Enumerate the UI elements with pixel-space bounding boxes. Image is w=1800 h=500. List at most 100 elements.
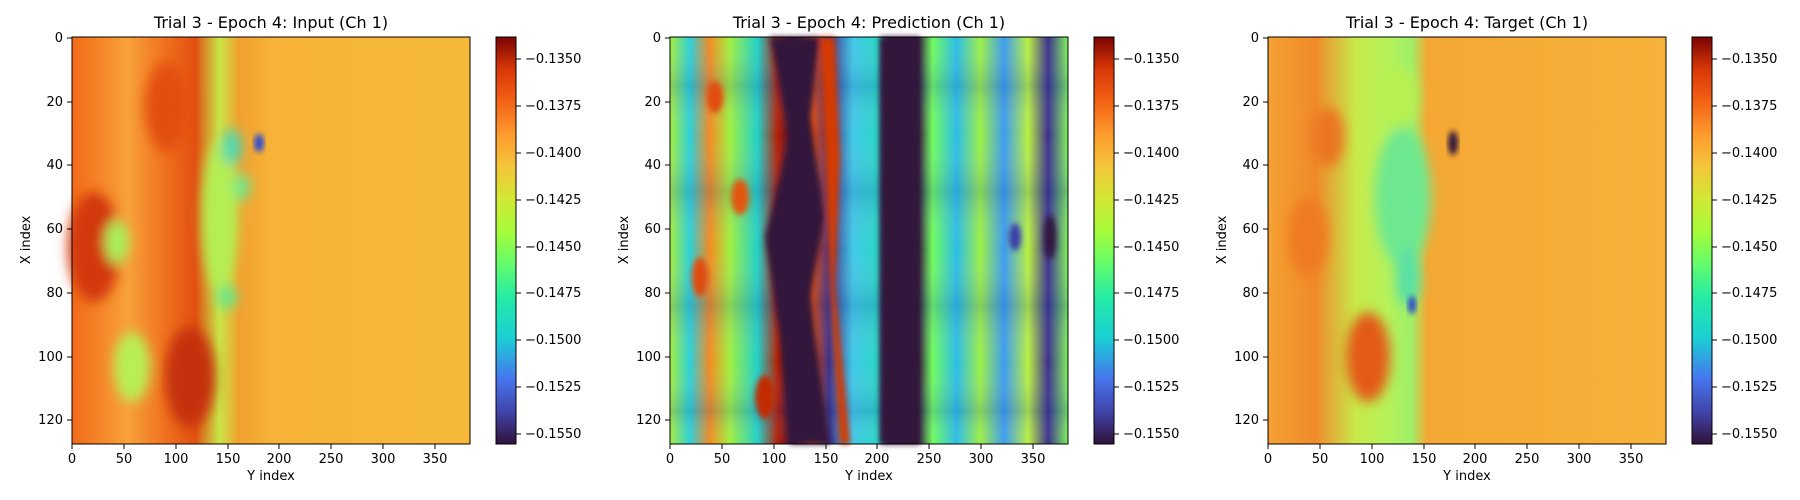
colorbar-tick-label: −0.1425 <box>1123 193 1179 208</box>
y-ticks: 0 20 40 60 80 100 120 <box>38 31 72 428</box>
y-axis-label: X index <box>19 215 34 264</box>
x-ticks: 0 50 100 150 200 250 300 350 <box>1264 444 1644 467</box>
colorbar-tick-label: −0.1425 <box>1721 193 1777 208</box>
colorbar-tick-label: −0.1500 <box>1721 333 1777 348</box>
colorbar-target: −0.1350 −0.1375 −0.1400 −0.1425 −0.1450 … <box>1692 37 1777 444</box>
x-tick-label: 0 <box>666 452 674 467</box>
colorbar-tick-label: −0.1375 <box>1721 99 1777 114</box>
colorbar-tick-label: −0.1500 <box>1123 333 1179 348</box>
x-tick-label: 50 <box>1312 452 1329 467</box>
y-tick-label: 20 <box>1242 95 1259 110</box>
y-tick-label: 20 <box>46 95 63 110</box>
colorbar-tick-label: −0.1525 <box>1721 380 1777 395</box>
y-tick-label: 80 <box>644 286 661 301</box>
heatmap-image <box>68 37 470 444</box>
y-tick-label: 80 <box>46 286 63 301</box>
x-axis-label: Y index <box>1442 469 1491 484</box>
y-axis-label: X index <box>1215 215 1230 264</box>
colorbar-tick-label: −0.1525 <box>525 380 581 395</box>
x-tick-label: 0 <box>68 452 76 467</box>
y-tick-label: 20 <box>644 95 661 110</box>
colorbar-tick-label: −0.1450 <box>525 240 581 255</box>
y-tick-label: 100 <box>1234 350 1259 365</box>
y-tick-label: 120 <box>1234 413 1259 428</box>
x-tick-label: 100 <box>762 452 787 467</box>
colorbar-prediction: −0.1350 −0.1375 −0.1400 −0.1425 −0.1450 … <box>1094 37 1179 444</box>
y-tick-label: 120 <box>636 413 661 428</box>
panel-target: Trial 3 - Epoch 4: Target (Ch 1) 0 20 40… <box>1215 13 1666 484</box>
x-tick-label: 150 <box>814 452 839 467</box>
x-tick-label: 150 <box>216 452 241 467</box>
x-tick-label: 350 <box>1021 452 1046 467</box>
colorbar-tick-label: −0.1375 <box>1123 99 1179 114</box>
colorbar-tick-label: −0.1350 <box>1721 52 1777 67</box>
colorbar-tick-label: −0.1450 <box>1123 240 1179 255</box>
colorbar-tick-label: −0.1550 <box>525 427 581 442</box>
heatmap-image <box>1268 37 1666 444</box>
panel-input: Trial 3 - Epoch 4: Input (Ch 1) 0 20 40 … <box>19 13 470 484</box>
y-tick-label: 60 <box>644 222 661 237</box>
colorbar-bar <box>1094 37 1114 444</box>
x-tick-label: 150 <box>1412 452 1437 467</box>
x-axis-label: Y index <box>246 469 295 484</box>
y-tick-label: 80 <box>1242 286 1259 301</box>
x-tick-label: 250 <box>319 452 344 467</box>
x-tick-label: 250 <box>917 452 942 467</box>
colorbar-tick-label: −0.1400 <box>525 146 581 161</box>
y-ticks: 0 20 40 60 80 100 120 <box>1234 31 1268 428</box>
x-ticks: 0 50 100 150 200 250 300 350 <box>666 444 1046 467</box>
x-tick-label: 300 <box>969 452 994 467</box>
y-tick-label: 100 <box>636 350 661 365</box>
y-tick-label: 40 <box>644 158 661 173</box>
x-tick-label: 100 <box>164 452 189 467</box>
x-tick-label: 200 <box>865 452 890 467</box>
colorbar-tick-label: −0.1450 <box>1721 240 1777 255</box>
x-tick-label: 350 <box>1619 452 1644 467</box>
x-axis-label: Y index <box>844 469 893 484</box>
x-tick-label: 200 <box>267 452 292 467</box>
y-tick-label: 120 <box>38 413 63 428</box>
chart-title: Trial 3 - Epoch 4: Input (Ch 1) <box>153 13 388 32</box>
y-tick-label: 60 <box>46 222 63 237</box>
colorbar-tick-label: −0.1400 <box>1721 146 1777 161</box>
colorbar-tick-label: −0.1500 <box>525 333 581 348</box>
colorbar-tick-label: −0.1350 <box>1123 52 1179 67</box>
y-ticks: 0 20 40 60 80 100 120 <box>636 31 670 428</box>
x-tick-label: 250 <box>1515 452 1540 467</box>
colorbar-tick-label: −0.1475 <box>1721 286 1777 301</box>
chart-title: Trial 3 - Epoch 4: Target (Ch 1) <box>1345 13 1588 32</box>
y-tick-label: 100 <box>38 350 63 365</box>
colorbar-tick-label: −0.1375 <box>525 99 581 114</box>
colorbar-tick-label: −0.1425 <box>525 193 581 208</box>
x-tick-label: 0 <box>1264 452 1272 467</box>
y-axis-label: X index <box>617 215 632 264</box>
x-tick-label: 50 <box>116 452 133 467</box>
x-tick-label: 300 <box>1567 452 1592 467</box>
x-tick-label: 200 <box>1463 452 1488 467</box>
panel-prediction: Trial 3 - Epoch 4: Prediction (Ch 1) 0 2… <box>617 13 1068 484</box>
colorbar-tick-label: −0.1350 <box>525 52 581 67</box>
colorbar-tick-label: −0.1550 <box>1721 427 1777 442</box>
colorbar-tick-label: −0.1475 <box>1123 286 1179 301</box>
heatmap-image <box>670 37 1068 444</box>
y-tick-label: 0 <box>55 31 63 46</box>
y-tick-label: 40 <box>46 158 63 173</box>
colorbar-tick-label: −0.1475 <box>525 286 581 301</box>
colorbar-bar <box>496 37 516 444</box>
chart-title: Trial 3 - Epoch 4: Prediction (Ch 1) <box>732 13 1005 32</box>
x-tick-label: 350 <box>423 452 448 467</box>
y-tick-label: 0 <box>1251 31 1259 46</box>
x-tick-label: 100 <box>1360 452 1385 467</box>
x-tick-label: 50 <box>714 452 731 467</box>
colorbar-bar <box>1692 37 1712 444</box>
x-ticks: 0 50 100 150 200 250 300 350 <box>68 444 448 467</box>
y-tick-label: 0 <box>653 31 661 46</box>
colorbar-input: −0.1350 −0.1375 −0.1400 −0.1425 −0.1450 … <box>496 37 581 444</box>
x-tick-label: 300 <box>371 452 396 467</box>
y-tick-label: 40 <box>1242 158 1259 173</box>
colorbar-tick-label: −0.1550 <box>1123 427 1179 442</box>
y-tick-label: 60 <box>1242 222 1259 237</box>
colorbar-tick-label: −0.1400 <box>1123 146 1179 161</box>
colorbar-tick-label: −0.1525 <box>1123 380 1179 395</box>
